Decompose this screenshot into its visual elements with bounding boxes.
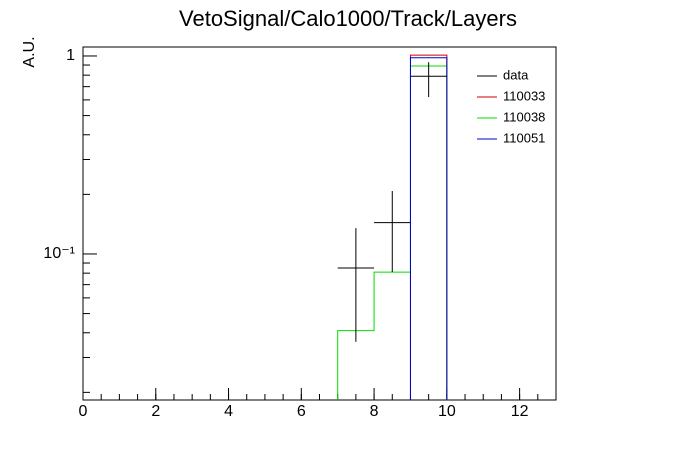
y-tick-label: 10⁻¹: [43, 245, 75, 262]
x-tick-label: 4: [224, 403, 233, 420]
x-tick-label: 6: [297, 403, 306, 420]
chart-title: VetoSignal/Calo1000/Track/Layers: [179, 6, 517, 31]
legend-label: data: [503, 67, 529, 82]
y-tick-label: 1: [66, 47, 75, 64]
y-axis-label: A.U.: [21, 36, 38, 67]
legend-label: 110038: [503, 109, 545, 124]
x-tick-label: 2: [151, 403, 160, 420]
histogram-step: [409, 57, 448, 400]
legend-label: 110033: [503, 88, 545, 103]
x-tick-label: 8: [370, 403, 379, 420]
x-tick-label: 12: [511, 403, 529, 420]
x-tick-label: 10: [438, 403, 456, 420]
legend-label: 110051: [503, 130, 545, 145]
x-tick-label: 0: [79, 403, 88, 420]
